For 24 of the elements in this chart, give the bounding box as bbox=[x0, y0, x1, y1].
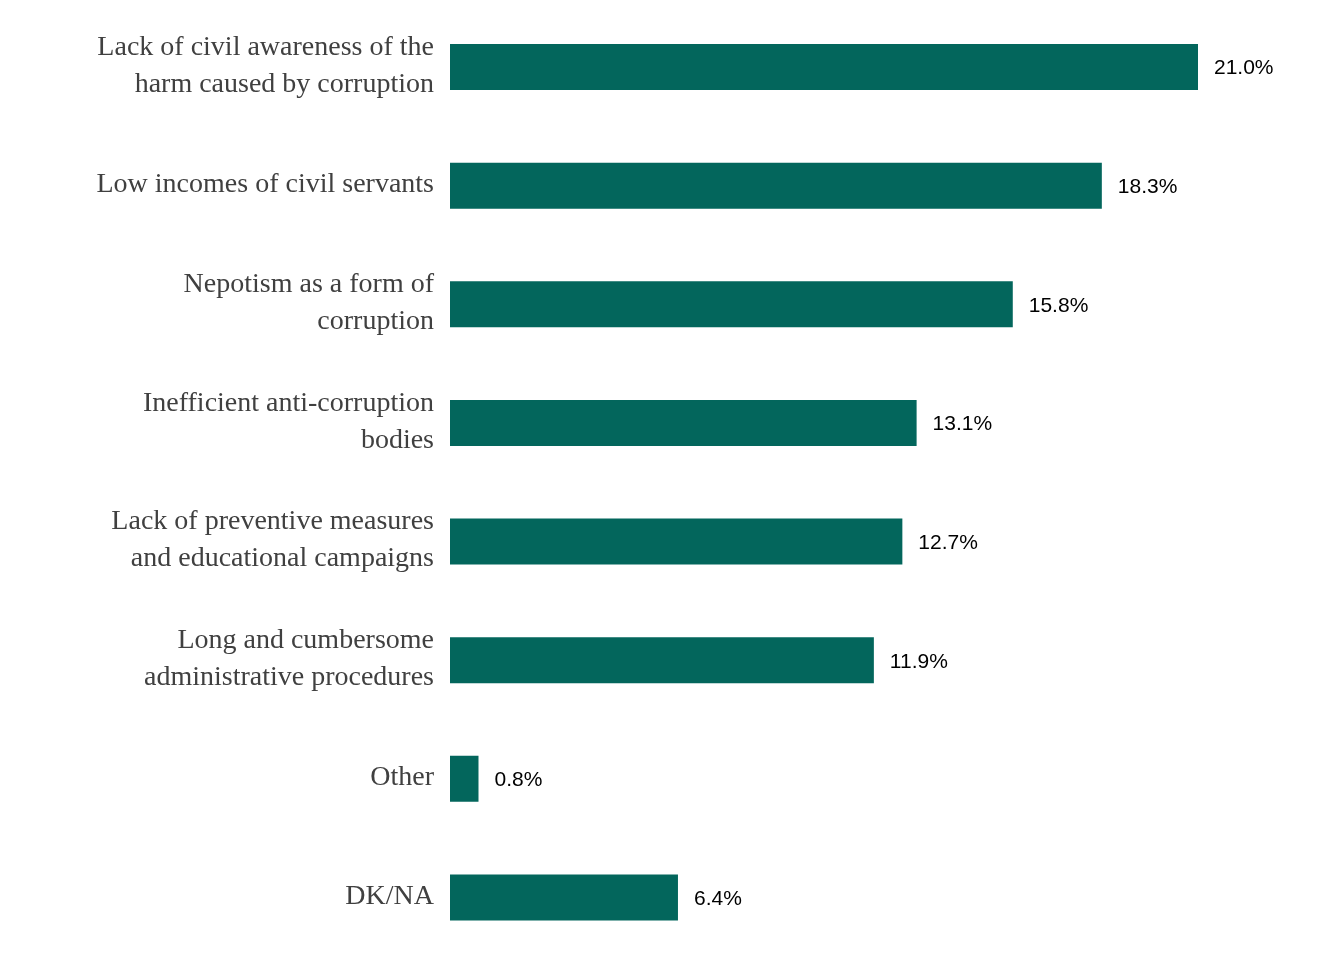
bar bbox=[450, 162, 1102, 209]
data-label: 11.9% bbox=[889, 648, 948, 672]
bar bbox=[450, 399, 917, 446]
data-label: 21.0% bbox=[1214, 55, 1274, 79]
y-tick-label: Inefficient anti-corruption bodies bbox=[142, 386, 434, 455]
bar bbox=[450, 281, 1013, 328]
y-tick-label: Long and cumbersome administrative procedures bbox=[143, 623, 434, 692]
y-tick-label: DK/NA bbox=[345, 879, 435, 911]
data-label: 12.7% bbox=[918, 529, 978, 553]
bar bbox=[450, 755, 479, 802]
data-label: 6.4% bbox=[693, 885, 742, 909]
data-label: 13.1% bbox=[932, 411, 993, 435]
y-tick-label: Lack of preventive measures and educational campaigns bbox=[111, 504, 434, 573]
y-tick-label: Low incomes of civil servants bbox=[96, 167, 434, 199]
data-label: 18.3% bbox=[1117, 174, 1178, 198]
y-tick-label: Nepotism as a form of corruption bbox=[183, 267, 435, 336]
y-tick-label: Other bbox=[370, 760, 435, 792]
bar bbox=[450, 874, 678, 921]
bar bbox=[450, 44, 1198, 90]
data-label: 15.8% bbox=[1028, 292, 1089, 316]
data-label: 0.8% bbox=[494, 767, 543, 791]
bar bbox=[450, 637, 874, 684]
bar bbox=[450, 518, 903, 565]
y-tick-label: Lack of civil awareness of the harm caused by corruption bbox=[97, 30, 434, 99]
